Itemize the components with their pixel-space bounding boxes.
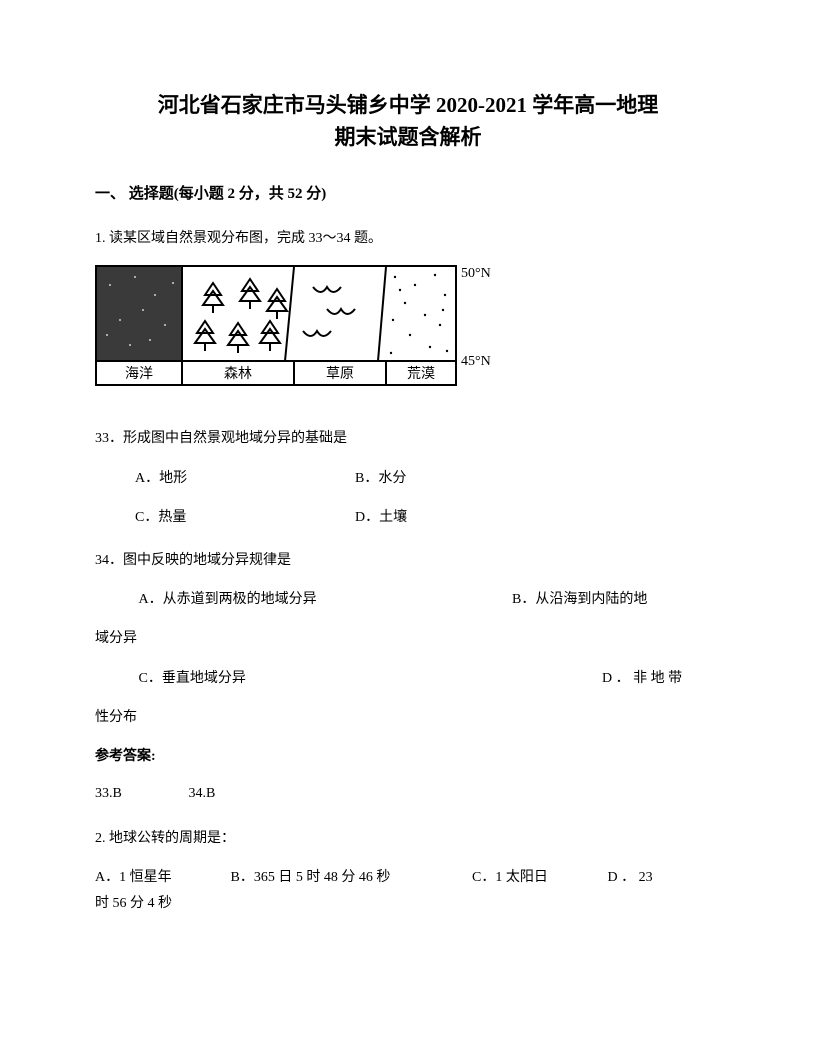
q1-sub33-optB: B．水分 (355, 466, 555, 491)
lat-bottom-label: 45°N (461, 354, 491, 369)
answer-values: 33.B 34.B (95, 781, 721, 806)
q2-optA: A．1 恒星年 (95, 865, 227, 890)
section-1-header: 一、 选择题(每小题 2 分，共 52 分) (95, 181, 721, 208)
q1-sub34-row1: A．从赤道到两极的地域分异 B．从沿海到内陆的地 (95, 587, 721, 612)
q2-options-line1: A．1 恒星年 B．365 日 5 时 48 分 46 秒 C．1 太阳日 D … (95, 865, 721, 890)
q1-sub33-optC: C．热量 (135, 505, 355, 530)
lat-top-label: 50°N (461, 266, 491, 281)
answer-label: 参考答案: (95, 744, 721, 769)
q2-options-line2: 时 56 分 4 秒 (95, 891, 721, 916)
landscape-diagram-svg: 海洋 森林 草原 荒漠 50°N 45°N (95, 265, 515, 395)
q1-sub33-row2: C．热量 D．土壤 (95, 505, 721, 530)
q1-sub34-stem: 34．图中反映的地域分异规律是 (95, 548, 721, 573)
q1-sub34-row2: C．垂直地域分异 D ． 非 地 带 (95, 666, 721, 691)
q2-optB: B．365 日 5 时 48 分 46 秒 (231, 865, 469, 890)
q1-sub34-optC: C．垂直地域分异 (139, 666, 599, 691)
answer-33: 33.B (95, 781, 185, 806)
q2-optD-head: D ． 23 (608, 865, 653, 890)
q1-stem: 1. 读某区域自然景观分布图，完成 33～34 题。 (95, 226, 721, 251)
q1-sub33-stem: 33．形成图中自然景观地域分异的基础是 (95, 426, 721, 451)
q1-figure: 海洋 森林 草原 荒漠 50°N 45°N (95, 265, 721, 404)
answer-34: 34.B (189, 786, 216, 801)
q2-optC: C．1 太阳日 (472, 865, 604, 890)
q1-sub33-optA: A．地形 (135, 466, 355, 491)
q1-sub34-optD-head: D ． 非 地 带 (602, 671, 682, 686)
q1-sub34-row2-tail: 性分布 (95, 705, 721, 730)
q1-sub34-row1-tail: 域分异 (95, 626, 721, 651)
cell-forest-label: 森林 (224, 366, 252, 382)
q1-sub34-optA: A．从赤道到两极的地域分异 (139, 587, 509, 612)
cell-ocean-label: 海洋 (125, 366, 153, 382)
q1-sub33-optD: D．土壤 (355, 505, 555, 530)
cell-desert-label: 荒漠 (407, 366, 435, 382)
q1-sub33-row1: A．地形 B．水分 (95, 466, 721, 491)
title-line-1: 河北省石家庄市马头铺乡中学 2020-2021 学年高一地理 (95, 90, 721, 122)
cell-grass-label: 草原 (326, 366, 354, 382)
page-title: 河北省石家庄市马头铺乡中学 2020-2021 学年高一地理 期末试题含解析 (95, 90, 721, 153)
q1-sub34-optB-head: B．从沿海到内陆的地 (512, 592, 647, 607)
q2-stem: 2. 地球公转的周期是： (95, 826, 721, 851)
title-line-2: 期末试题含解析 (95, 122, 721, 154)
